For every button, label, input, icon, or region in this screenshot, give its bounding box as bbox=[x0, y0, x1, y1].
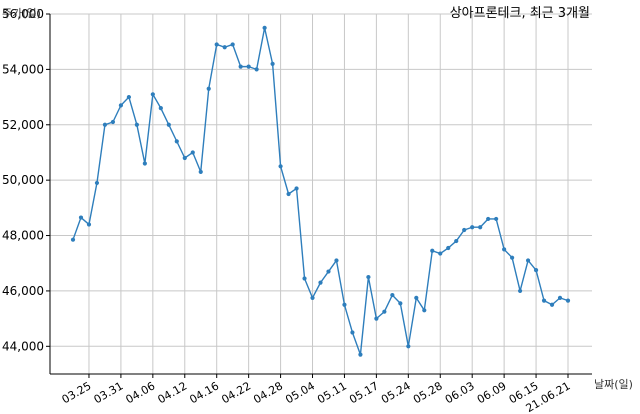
y-tick-label: 46,000 bbox=[2, 284, 44, 298]
x-tick-label: 03.25 bbox=[60, 379, 94, 406]
y-tick-label: 56,000 bbox=[2, 7, 44, 21]
price-point bbox=[382, 309, 387, 314]
price-point bbox=[494, 216, 499, 222]
price-point bbox=[262, 25, 267, 30]
axes bbox=[49, 14, 592, 375]
y-tick-label: 52,000 bbox=[2, 118, 44, 132]
x-tick-label: 04.16 bbox=[187, 379, 221, 406]
price-point bbox=[118, 103, 124, 108]
price-point bbox=[302, 276, 307, 281]
price-point bbox=[541, 298, 547, 303]
price-point bbox=[254, 67, 259, 72]
x-tick-label: 04.22 bbox=[219, 379, 253, 406]
x-tick-labels: 03.2503.3104.0604.1204.1604.2204.2805.04… bbox=[60, 379, 573, 414]
x-tick-label: 03.31 bbox=[92, 379, 126, 406]
price-point bbox=[158, 106, 163, 111]
x-tick-label: 05.17 bbox=[347, 379, 381, 406]
price-point bbox=[422, 308, 427, 313]
x-tick-label: 06.09 bbox=[475, 379, 509, 406]
y-tick-label: 54,000 bbox=[2, 62, 44, 76]
price-point bbox=[166, 122, 171, 127]
x-axis-unit-label: 날짜(일) bbox=[594, 377, 633, 391]
price-point bbox=[517, 288, 523, 294]
price-point bbox=[502, 247, 507, 252]
price-point bbox=[390, 292, 395, 298]
price-point bbox=[326, 269, 331, 274]
y-tick-label: 44,000 bbox=[2, 339, 44, 353]
price-point bbox=[134, 122, 139, 127]
price-point bbox=[430, 248, 435, 253]
x-tick-label: 05.04 bbox=[283, 379, 317, 406]
y-tick-label: 48,000 bbox=[2, 229, 44, 243]
price-point bbox=[374, 316, 379, 321]
price-point bbox=[446, 245, 451, 251]
price-point bbox=[549, 302, 555, 307]
price-point bbox=[318, 280, 323, 285]
price-point bbox=[182, 155, 187, 161]
x-tick-label: 04.12 bbox=[155, 379, 189, 406]
price-point bbox=[557, 295, 563, 300]
x-tick-label: 06.03 bbox=[443, 379, 477, 406]
price-point bbox=[406, 344, 411, 349]
price-point bbox=[198, 169, 203, 174]
price-point bbox=[286, 191, 291, 197]
price-point bbox=[110, 119, 116, 125]
price-point bbox=[238, 64, 243, 69]
price-point bbox=[278, 164, 283, 169]
price-point bbox=[270, 61, 275, 66]
price-point bbox=[246, 64, 251, 69]
price-point bbox=[310, 295, 315, 300]
price-point bbox=[174, 139, 179, 144]
x-tick-label: 05.11 bbox=[315, 379, 349, 406]
price-point bbox=[414, 295, 419, 300]
grid bbox=[46, 13, 592, 378]
x-tick-label: 05.24 bbox=[379, 379, 413, 406]
price-point bbox=[102, 122, 108, 127]
x-tick-label: 04.06 bbox=[124, 379, 158, 406]
price-point bbox=[454, 238, 459, 244]
price-series bbox=[70, 25, 571, 357]
chart-title: 상아프론테크, 최근 3개월 bbox=[450, 6, 590, 21]
price-point bbox=[94, 180, 100, 186]
price-point bbox=[206, 86, 211, 91]
price-point bbox=[533, 268, 539, 273]
x-tick-label: 04.28 bbox=[251, 379, 285, 406]
price-line bbox=[72, 27, 569, 356]
price-point bbox=[525, 258, 531, 263]
y-axis-unit-label: 주가(일) bbox=[2, 6, 41, 20]
price-point bbox=[342, 302, 347, 307]
price-point bbox=[86, 222, 92, 227]
price-point bbox=[190, 150, 195, 155]
price-point bbox=[334, 258, 339, 263]
price-point bbox=[350, 330, 355, 335]
price-point bbox=[398, 301, 403, 306]
price-point bbox=[366, 274, 371, 280]
price-point bbox=[565, 298, 571, 303]
price-point bbox=[126, 94, 131, 100]
price-point bbox=[230, 42, 235, 47]
price-point bbox=[486, 216, 491, 222]
price-point bbox=[358, 352, 363, 357]
price-point bbox=[438, 251, 443, 256]
price-point bbox=[462, 227, 467, 233]
price-point bbox=[142, 161, 147, 166]
price-point bbox=[78, 215, 84, 220]
y-tick-label: 50,000 bbox=[2, 173, 44, 187]
price-point bbox=[70, 237, 76, 242]
x-tick-label: 05.28 bbox=[411, 379, 445, 406]
y-tick-labels: 44,000 46,000 48,000 50,000 52,000 54,000 56,0… bbox=[2, 7, 44, 353]
price-point bbox=[294, 186, 299, 191]
price-point bbox=[222, 45, 227, 50]
price-point bbox=[214, 42, 219, 47]
price-point bbox=[470, 225, 475, 230]
price-point bbox=[150, 92, 155, 97]
price-point bbox=[478, 225, 483, 230]
price-point bbox=[510, 255, 515, 260]
